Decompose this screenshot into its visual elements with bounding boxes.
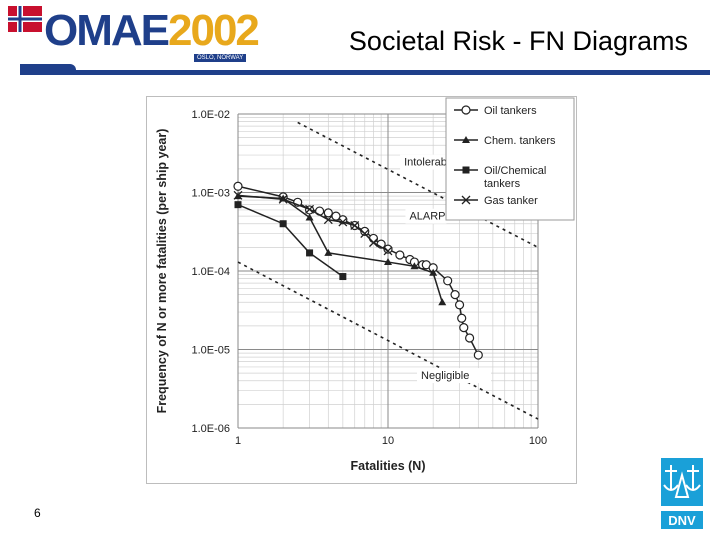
y-tick-label: 1.0E-02 [191,109,230,121]
title-rule-accent [20,64,76,75]
y-tick-label: 1.0E-04 [191,266,230,278]
data-point-x [323,215,333,225]
x-tick-label: 1 [235,435,241,447]
data-point-circle [443,276,453,286]
norway-flag-icon [8,6,42,32]
data-point-circle [395,250,405,260]
x-tick-label: 10 [382,435,394,447]
x-axis-label: Fatalities (N) [350,459,425,473]
data-point-x [383,246,393,256]
data-point-x [305,204,315,214]
legend-label: Oil tankers [484,105,537,117]
annotation-bg [417,368,492,384]
series-line [237,203,344,278]
data-point-square [462,166,470,174]
title-rule [20,70,710,75]
reference-line-intolerable [297,121,539,249]
data-point-circle [368,233,379,244]
legend-label: Chem. tankers [484,135,556,147]
data-point-circle [459,323,469,333]
data-point-square [279,220,287,228]
data-point-x [369,238,378,248]
fn-diagram-chart: 1.0E-02 1.0E-03 1.0E-04 1.0E-05 1.0E-06 1 10 10… [146,96,577,484]
y-tick-label: 1.0E-03 [191,188,230,200]
data-point-circle [461,105,471,115]
annotation-alarp: ALARP [409,211,445,223]
logo-text: OMAE2002 [44,6,260,55]
annotation-intolerable: Intolerable [404,157,455,169]
data-point-x [461,195,471,205]
data-point-x [338,217,348,227]
data-point-triangle [429,268,438,276]
legend-label: Oil/Chemical [484,165,546,177]
annotation-negligible: Negligible [421,370,469,382]
data-point-circle [457,313,467,323]
data-point-x [360,229,370,239]
data-point-x [278,194,288,204]
slide-title: Societal Risk - FN Diagrams [348,26,688,56]
data-point-triangle [410,262,419,270]
x-tick-label: 100 [529,435,547,447]
omae-logo: OMAE2002 OSLO, NORWAY [8,6,260,68]
data-point-x [233,190,243,200]
legend-label: Gas tanker [484,195,538,207]
data-point-triangle [384,258,392,266]
data-point-circle [233,181,243,191]
annotation-bg [405,208,447,224]
data-point-circle [473,350,483,360]
data-point-square [234,201,242,209]
y-tick-label: 1.0E-05 [191,345,230,357]
dnv-logo-icon: DNV [660,457,704,530]
data-point-circle [323,208,333,218]
data-point-square [339,273,347,281]
page-number: 6 [34,506,41,520]
data-point-triangle [305,213,314,221]
data-point-triangle [438,298,447,306]
reference-line-negligible [237,261,539,420]
data-point-triangle [324,248,333,256]
data-point-circle [450,290,460,300]
dnv-text: DNV [668,513,696,528]
data-point-triangle [462,136,470,143]
legend-label: tankers [484,178,521,190]
data-point-circle [465,333,475,343]
data-point-square [306,249,314,257]
y-axis-label: Frequency of N or more fatalities (per s… [155,129,169,414]
logo-subtext: OSLO, NORWAY [194,54,247,62]
data-point-circle [454,300,465,310]
data-point-x [350,221,360,230]
y-tick-label: 1.0E-06 [191,423,230,435]
data-point-circle [360,226,370,236]
